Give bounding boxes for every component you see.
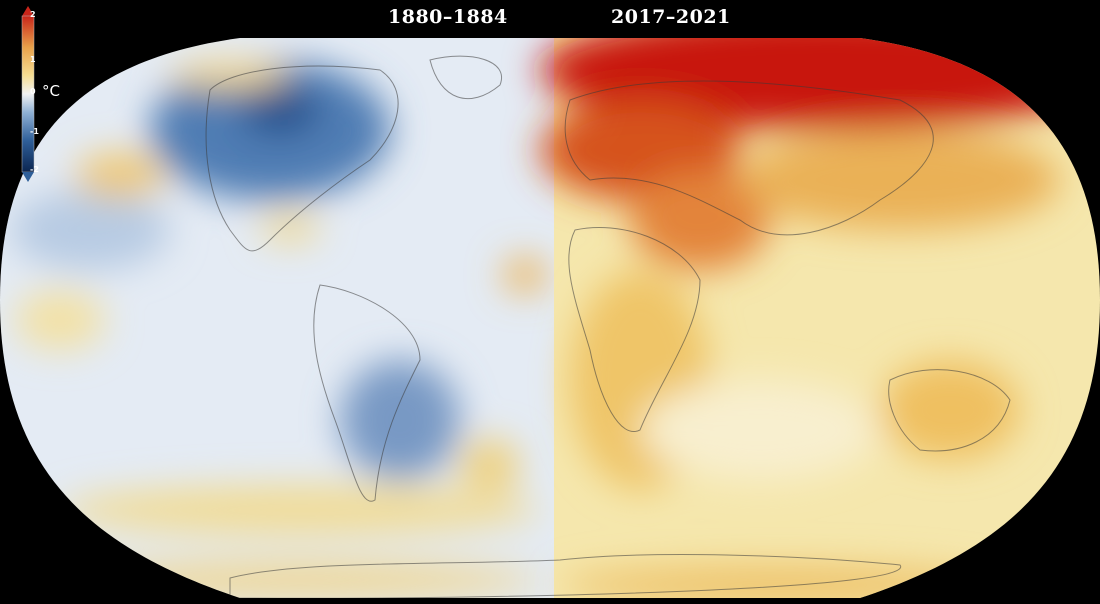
scale-max-arrow-icon [22,6,34,16]
legend-tick: 0 [30,87,36,96]
period-title-right: 2017–2021 [611,6,731,28]
legend-tick: -1 [30,127,39,136]
color-scale [21,6,35,182]
period-title-left: 1880–1884 [388,6,508,28]
legend-unit: °C [42,82,60,100]
panel-2017-2021 [540,38,1100,598]
legend-tick: 1 [30,55,36,64]
panel-1880-1884 [0,38,554,598]
continent-outlines [205,55,1011,598]
legend-tick: 2 [30,10,36,19]
scale-min-arrow-icon [22,172,34,182]
legend-tick: -2 [30,165,39,174]
